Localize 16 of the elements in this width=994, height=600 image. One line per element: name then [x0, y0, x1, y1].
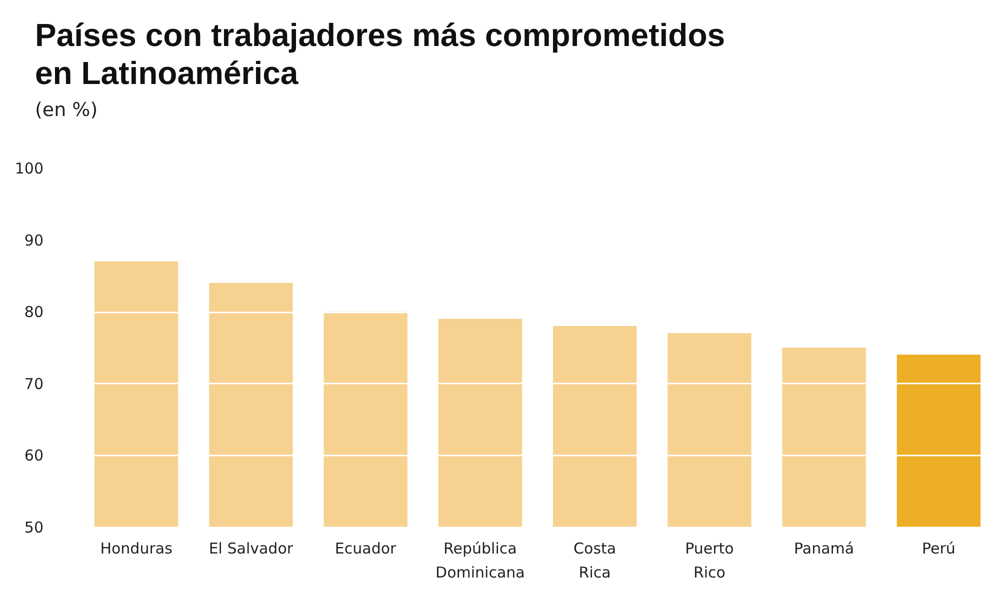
y-tick-label: 80 — [24, 303, 44, 322]
y-tick-label: 70 — [24, 374, 44, 393]
x-tick-label: Costa Rica — [574, 540, 616, 582]
y-tick-label: 100 — [14, 160, 44, 178]
x-tick-label: Puerto Rico — [685, 540, 734, 582]
x-tick-label: República Dominicana — [436, 540, 525, 582]
x-tick-label: Honduras — [100, 540, 173, 558]
y-tick-label: 50 — [24, 518, 44, 536]
x-tick-label: Ecuador — [334, 540, 398, 558]
chart-subtitle: (en %) — [35, 99, 98, 121]
y-tick-label: 90 — [24, 231, 44, 250]
x-tick-label: Panamá — [794, 540, 854, 558]
x-tick-label: El Salvador — [208, 540, 294, 558]
chart-title: Países con trabajadores más comprometidos en Latinoamérica — [35, 17, 726, 91]
y-tick-label: 60 — [24, 446, 44, 465]
x-tick-label: Perú — [922, 540, 956, 558]
